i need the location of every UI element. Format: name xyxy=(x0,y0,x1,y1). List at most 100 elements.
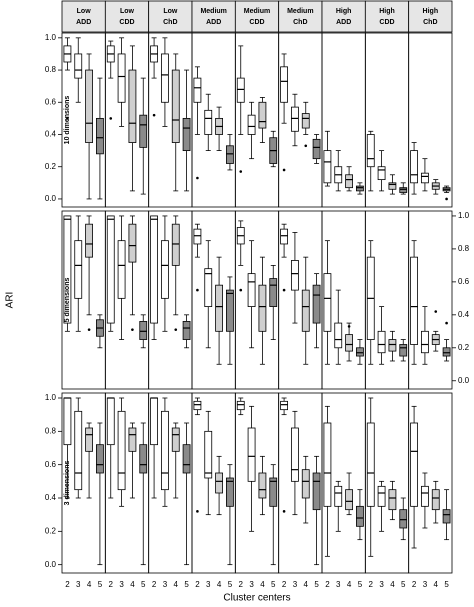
box xyxy=(410,150,418,184)
x-tick-label: 2 xyxy=(109,580,114,589)
box xyxy=(74,53,83,79)
x-tick-label: 3 xyxy=(336,580,341,589)
strip xyxy=(234,0,280,33)
box xyxy=(366,134,375,168)
box xyxy=(291,427,299,482)
box xyxy=(204,268,213,307)
x-tick-label: 3 xyxy=(206,580,211,589)
box xyxy=(291,106,299,132)
x-tick-label: 2 xyxy=(195,580,200,589)
box xyxy=(431,489,440,511)
x-tick-label: 5 xyxy=(271,580,276,589)
box xyxy=(182,117,191,152)
strip xyxy=(148,0,193,33)
outlier xyxy=(174,328,178,331)
strip-label: Low xyxy=(120,8,135,15)
box xyxy=(399,187,408,193)
box xyxy=(291,260,299,291)
box xyxy=(85,223,93,258)
strip xyxy=(408,0,453,33)
y-tick-label: 0.4 xyxy=(45,493,57,502)
box xyxy=(226,145,234,164)
box xyxy=(345,334,353,352)
strip xyxy=(61,0,106,33)
strip xyxy=(278,0,323,33)
box xyxy=(193,228,202,245)
box xyxy=(193,77,202,103)
x-tick-label: 4 xyxy=(174,580,179,589)
box xyxy=(74,410,83,491)
row-label: 10 dimensions xyxy=(64,96,71,145)
panel xyxy=(278,32,323,208)
y-tick-label: 0.0 xyxy=(458,376,470,385)
box xyxy=(171,69,180,143)
box xyxy=(182,321,191,340)
y-tick-label: 1.0 xyxy=(45,33,57,42)
box xyxy=(161,53,169,103)
box xyxy=(356,185,364,192)
box xyxy=(150,215,158,324)
box xyxy=(388,339,397,352)
strip xyxy=(104,0,150,33)
box xyxy=(128,69,137,143)
box xyxy=(280,66,288,103)
y-tick-label: 0.4 xyxy=(45,130,57,139)
box xyxy=(85,427,93,452)
outlier xyxy=(196,288,199,292)
strip-label: Medium xyxy=(244,8,270,15)
box xyxy=(269,477,278,507)
strip-label: Low xyxy=(163,8,178,15)
box xyxy=(96,444,104,474)
box xyxy=(247,427,256,482)
row-label: 5 dimensions xyxy=(64,278,71,323)
box xyxy=(410,422,418,507)
y-tick-label: 1.0 xyxy=(45,393,57,402)
strip-label: Low xyxy=(77,8,92,15)
box xyxy=(226,289,234,332)
x-tick-label: 2 xyxy=(412,580,417,589)
box xyxy=(323,150,332,184)
strip xyxy=(364,0,410,33)
outlier xyxy=(66,117,69,120)
strip-label: ADD xyxy=(336,19,351,26)
y-tick-label: 0.4 xyxy=(458,310,470,319)
box xyxy=(345,174,353,189)
x-tick-label: 4 xyxy=(304,580,309,589)
x-tick-label: 5 xyxy=(314,580,319,589)
outlier xyxy=(109,117,113,120)
box xyxy=(139,321,148,340)
strip-label: ADD xyxy=(76,19,91,26)
x-tick-label: 2 xyxy=(239,580,244,589)
box xyxy=(334,322,343,349)
box xyxy=(171,223,180,266)
y-tick-label: 0.8 xyxy=(45,65,57,74)
strip-label: Medium xyxy=(200,8,226,15)
strip-label: ChD xyxy=(163,19,177,26)
box xyxy=(85,69,93,143)
y-tick-label: 0.8 xyxy=(458,244,470,253)
x-tick-label: 4 xyxy=(87,580,92,589)
box xyxy=(312,284,321,324)
x-tick-label: 2 xyxy=(152,580,157,589)
box xyxy=(334,485,343,507)
box xyxy=(106,215,115,324)
box xyxy=(399,344,408,357)
x-tick-label: 3 xyxy=(423,580,428,589)
box xyxy=(301,469,310,499)
x-tick-label: 4 xyxy=(217,580,222,589)
strip-label: High xyxy=(423,8,439,15)
x-tick-label: 5 xyxy=(184,580,189,589)
y-tick-label: 0.6 xyxy=(458,277,470,286)
panel xyxy=(408,392,453,574)
box xyxy=(269,278,278,307)
box xyxy=(161,410,169,491)
box xyxy=(421,330,429,354)
y-tick-label: 0.2 xyxy=(458,343,470,352)
strip xyxy=(321,0,366,33)
x-axis-label: Cluster centers xyxy=(223,593,290,604)
strip-label: Medium xyxy=(287,8,313,15)
box xyxy=(117,410,126,491)
box xyxy=(215,472,223,494)
box xyxy=(171,427,180,452)
